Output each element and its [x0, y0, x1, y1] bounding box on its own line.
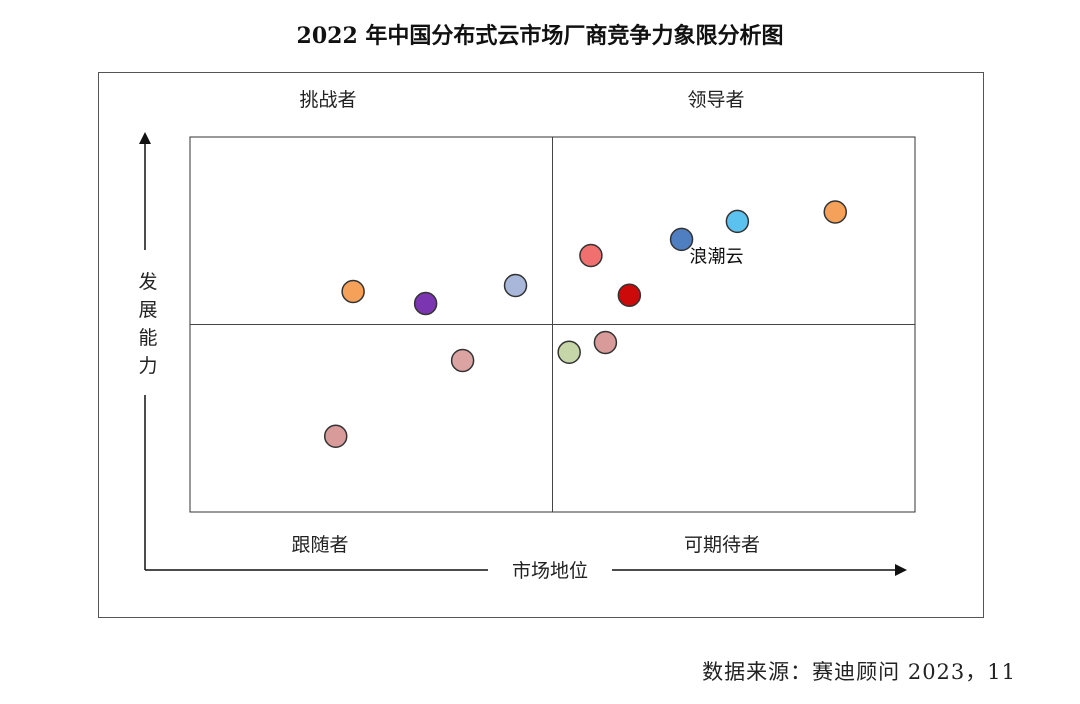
x-axis-label: 市场地位 — [512, 560, 588, 582]
data-point-10 — [557, 340, 581, 364]
data-point-11 — [450, 348, 475, 373]
chart-frame — [98, 72, 984, 618]
data-point-label-3: 浪潮云 — [690, 246, 744, 267]
data-point-2 — [725, 209, 750, 234]
data-point-4 — [579, 243, 603, 268]
quadrant-label-follower: 跟随者 — [291, 534, 348, 556]
quadrant-label-leader: 领导者 — [687, 89, 744, 111]
data-point-8 — [413, 291, 438, 316]
source-note: 数据来源：赛迪顾问 2023，11 — [702, 660, 1016, 684]
quadrant-label-promising: 可期待者 — [684, 534, 760, 556]
data-point-6 — [503, 273, 528, 298]
chart-title: 2022 年中国分布式云市场厂商竞争力象限分析图 — [296, 23, 784, 49]
data-point-1 — [823, 200, 847, 224]
quadrant-label-challenger: 挑战者 — [299, 89, 356, 111]
data-points: 浪潮云 — [323, 200, 847, 448]
data-point-7 — [341, 279, 365, 304]
data-point-9 — [593, 330, 618, 355]
data-point-3 — [669, 227, 694, 252]
y-axis-label: 发展能力 — [138, 271, 157, 377]
data-point-12 — [323, 424, 348, 448]
data-point-5 — [617, 283, 642, 307]
